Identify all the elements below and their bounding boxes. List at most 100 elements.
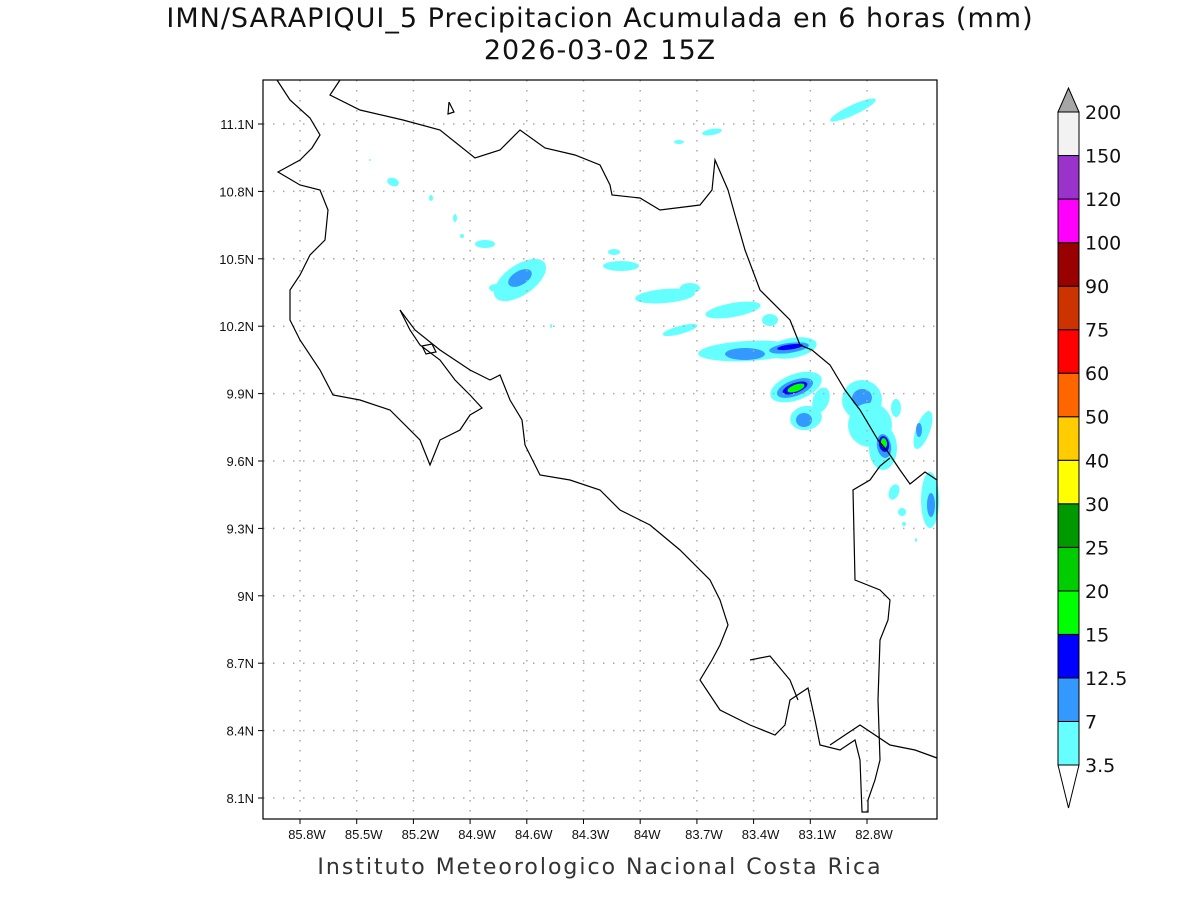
precip-contour: [888, 484, 900, 500]
colorbar-label: 40: [1085, 450, 1109, 472]
colorbar-label: 25: [1085, 537, 1109, 559]
precip-contour: [812, 387, 830, 413]
colorbar-swatch: [1057, 329, 1080, 374]
lon-tick-label: 82.8W: [855, 827, 893, 842]
colorbar-label: 7: [1085, 711, 1097, 733]
precip-contour: [915, 538, 917, 542]
colorbar-under-arrow: [1057, 764, 1080, 809]
colorbar-label: 15: [1085, 624, 1109, 646]
precip-contour: [705, 301, 761, 319]
colorbar-legend: 3.5 7 12.5 15 20 25 30 40 50 60 75 90 100 120 150 200: [1057, 86, 1127, 809]
lat-tick-label: 10.8N: [219, 184, 254, 199]
latitude-ticks: 11.1N 10.8N 10.5N 10.2N 9.9N 9.6N 9.3N 9N 8.7N 8.…: [219, 117, 263, 806]
colorbar-swatch: [1057, 720, 1080, 766]
lon-tick-label: 85.5W: [345, 827, 383, 842]
precip-contour: [762, 314, 778, 326]
lat-tick-label: 8.7N: [227, 656, 254, 671]
colorbar-label: 120: [1085, 189, 1121, 211]
lon-tick-label: 83.7W: [685, 827, 723, 842]
lat-tick-label: 8.4N: [227, 724, 254, 739]
precip-contour: [429, 195, 433, 201]
longitude-ticks: 85.8W 85.5W 85.2W 84.9W 84.6W 84.3W 84W 83.7W 83…: [288, 819, 894, 842]
precip-contour: [916, 423, 922, 437]
precip-contour: [902, 522, 906, 526]
precip-contour: [891, 399, 901, 417]
lon-tick-label: 85.2W: [402, 827, 440, 842]
precip-contour: [489, 284, 505, 292]
lat-tick-label: 10.5N: [219, 252, 254, 267]
precip-contour: [603, 261, 639, 271]
colorbar-label: 60: [1085, 363, 1109, 385]
colorbar-swatch: [1057, 546, 1080, 592]
colorbar-label: 12.5: [1085, 668, 1127, 690]
precip-contour: [662, 323, 698, 337]
map-datetime: 2026-03-02 15Z: [483, 35, 717, 66]
colorbar-swatch: [1057, 285, 1080, 331]
lon-tick-label: 83.1W: [799, 827, 837, 842]
colorbar-swatch: [1057, 633, 1080, 679]
colorbar-swatch: [1057, 416, 1080, 461]
precip-contour: [830, 98, 876, 122]
coastline-segment: [276, 79, 483, 467]
precip-contour: [369, 159, 371, 161]
lat-tick-label: 9.9N: [227, 387, 254, 402]
footer-credit: Instituto Meteorologico Nacional Costa R…: [317, 855, 883, 880]
lat-tick-label: 9.6N: [227, 454, 254, 469]
coastline: [276, 79, 938, 813]
colorbar-label: 150: [1085, 146, 1121, 168]
coastline-segment: [399, 309, 891, 813]
lon-tick-label: 84W: [634, 827, 661, 842]
precip-contour: [635, 288, 695, 304]
colorbar-label: 200: [1085, 102, 1121, 124]
precip-contour: [927, 493, 935, 517]
precip-contour: [550, 324, 552, 328]
colorbar-swatch: [1057, 459, 1080, 505]
colorbar-swatch: [1057, 242, 1080, 287]
colorbar-label: 75: [1085, 320, 1109, 342]
lon-tick-label: 85.8W: [288, 827, 326, 842]
coastline-segment: [329, 79, 938, 485]
colorbar-label: 90: [1085, 276, 1109, 298]
lon-tick-label: 84.3W: [572, 827, 610, 842]
lon-tick-label: 84.9W: [458, 827, 496, 842]
precip-contour: [777, 343, 803, 351]
grid-lines: [263, 80, 937, 819]
colorbar-swatch: [1057, 590, 1080, 635]
colorbar-swatch: [1057, 372, 1080, 418]
colorbar-label: 3.5: [1085, 755, 1115, 777]
precip-contour: [725, 348, 765, 360]
lon-tick-label: 83.4W: [742, 827, 780, 842]
colorbar-swatch: [1057, 503, 1080, 548]
colorbar-swatch: [1057, 111, 1080, 157]
precip-contour: [852, 388, 872, 408]
coastline-segment: [447, 101, 455, 115]
coastline-segment: [749, 655, 799, 701]
map-frame: [262, 79, 938, 820]
precip-contour: [787, 383, 805, 393]
precip-contour: [453, 214, 457, 222]
colorbar-label: 20: [1085, 581, 1109, 603]
colorbar-over-arrow: [1057, 86, 1080, 113]
map-title: IMN/SARAPIQUI_5 Precipitacion Acumulada …: [166, 3, 1034, 34]
lat-tick-label: 10.2N: [219, 319, 254, 334]
colorbar-label: 30: [1085, 494, 1109, 516]
lat-tick-label: 11.1N: [220, 117, 254, 132]
precip-contour: [898, 508, 906, 516]
precip-contour: [608, 249, 620, 255]
precip-contour: [796, 413, 812, 427]
colorbar-label: 50: [1085, 407, 1109, 429]
precip-contour: [460, 234, 464, 238]
lat-tick-label: 9.3N: [227, 521, 254, 536]
colorbar-label: 100: [1085, 233, 1121, 255]
coastline-segment: [829, 724, 938, 759]
coastline-segment: [421, 343, 437, 355]
lat-tick-label: 9N: [237, 589, 254, 604]
colorbar-swatch: [1057, 198, 1080, 244]
precipitation-contours: [369, 98, 939, 542]
colorbar-swatch: [1057, 155, 1080, 200]
precip-contour: [475, 240, 495, 248]
precip-contour: [387, 177, 399, 187]
precip-contour: [913, 411, 933, 449]
lon-tick-label: 84.6W: [515, 827, 553, 842]
precip-contour: [680, 283, 700, 293]
